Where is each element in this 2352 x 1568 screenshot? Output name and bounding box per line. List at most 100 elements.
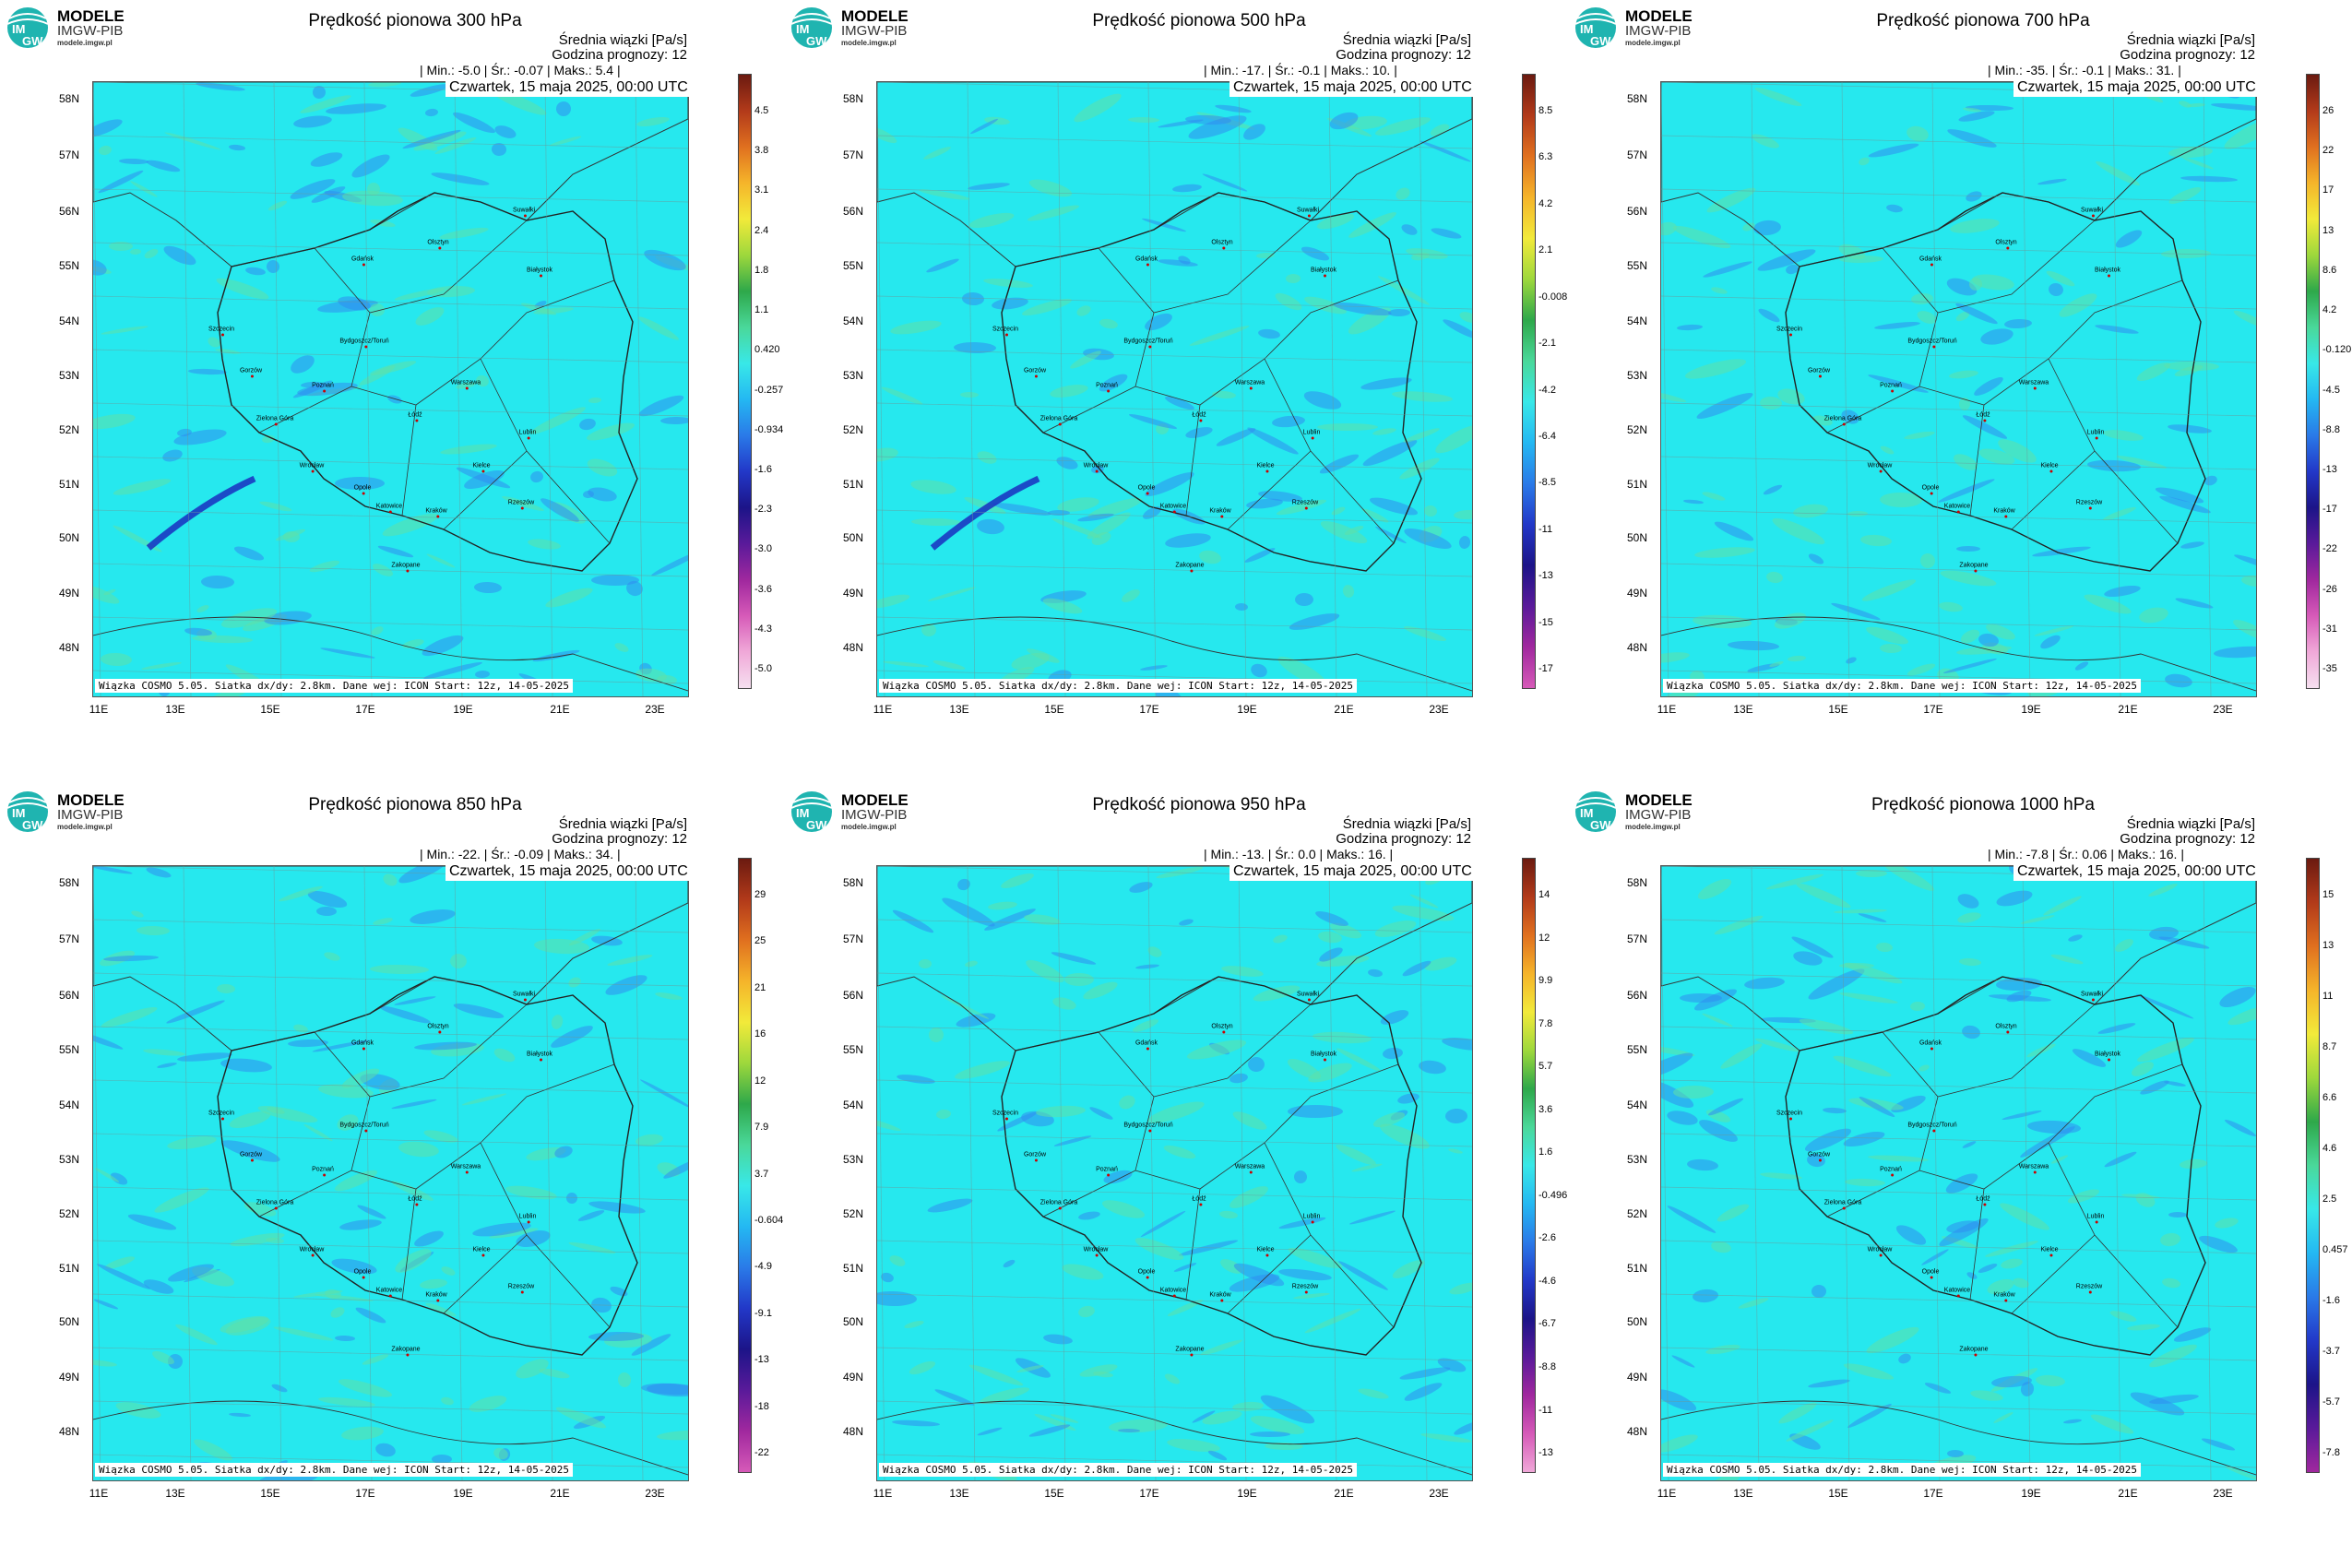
- lat-tick-label: 53N: [1627, 1153, 1648, 1166]
- colorbar-tick-label: -22: [754, 1447, 769, 1458]
- colorbar-tick-label: -13: [1538, 1447, 1553, 1458]
- brand-name: MODELE: [1625, 791, 1693, 809]
- city-label: Kraków: [1993, 507, 2015, 518]
- city-label: Wrocław: [299, 462, 325, 473]
- panel-title: Prędkość pionowa 850 hPa: [308, 795, 522, 814]
- stats-line: | Min.: -5.0 | Śr.: -0.07 | Maks.: 5.4 |: [420, 63, 621, 77]
- colorbar-tick-label: 2.5: [2322, 1194, 2337, 1205]
- city-label: Rzeszów: [507, 1283, 535, 1294]
- colorbar-tick-label: 2.4: [754, 224, 769, 236]
- city-label: Gdańsk: [1134, 255, 1158, 267]
- city-label: Rzeszów: [2075, 1283, 2103, 1294]
- panel-title: Prędkość pionowa 300 hPa: [308, 11, 522, 30]
- colorbar-tick-label: 22: [2322, 145, 2334, 157]
- city-label: Gorzów: [1023, 1151, 1047, 1162]
- colorbar-tick-label: -18: [754, 1400, 769, 1412]
- svg-text:IM: IM: [12, 806, 25, 820]
- forecast-hour: Godzina prognozy: 12: [1336, 831, 1471, 847]
- colorbar-tick-label: -8.8: [2322, 423, 2340, 435]
- lon-tick-label: 23E: [2213, 703, 2233, 716]
- lon-tick-label: 23E: [645, 1487, 665, 1500]
- lat-tick-label: 48N: [1627, 1425, 1648, 1438]
- lon-tick-label: 21E: [550, 703, 570, 716]
- model-footer: Wiązka COSMO 5.05. Siatka dx/dy: 2.8km. …: [879, 1463, 1357, 1477]
- colorbar-tick-label: 4.2: [2322, 304, 2337, 316]
- lat-tick-label: 54N: [843, 1099, 864, 1111]
- lon-tick-label: 15E: [1828, 703, 1848, 716]
- svg-text:IM: IM: [12, 22, 25, 36]
- forecast-hour: Godzina prognozy: 12: [2120, 831, 2255, 847]
- forecast-panel: IM GW MODELE IMGW-PIB modele.imgw.pl Prędkość…: [0, 0, 784, 784]
- city-label: Zielona Góra: [1823, 415, 1862, 426]
- colorbar-tick-label: -0.008: [1538, 291, 1568, 303]
- city-label: Lublin: [2086, 429, 2105, 440]
- lat-tick-label: 53N: [59, 1153, 80, 1166]
- forecast-panel: IM GW MODELE IMGW-PIB modele.imgw.pl Prędkość…: [1568, 784, 2352, 1568]
- panel-title: Prędkość pionowa 1000 hPa: [1871, 795, 2095, 814]
- lat-tick-label: 51N: [1627, 1262, 1648, 1275]
- colorbar-tick-label: 0.457: [2322, 1244, 2348, 1255]
- lon-tick-label: 23E: [1429, 1487, 1449, 1500]
- svg-text:GW: GW: [806, 34, 827, 48]
- city-label: Białystok: [2094, 1051, 2121, 1062]
- colorbar-tick-label: -2.6: [1538, 1232, 1556, 1244]
- lat-tick-label: 50N: [843, 1315, 864, 1328]
- lon-tick-label: 21E: [550, 1487, 570, 1500]
- lon-tick-label: 17E: [1139, 703, 1159, 716]
- city-label: Olsztyn: [427, 1023, 449, 1034]
- lat-tick-label: 48N: [843, 641, 864, 654]
- colorbar-tick-label: 3.1: [754, 184, 769, 196]
- lon-tick-label: 17E: [1923, 1487, 1943, 1500]
- city-label: Łódź: [1192, 411, 1206, 422]
- colorbar-tick-label: -5.0: [754, 663, 772, 674]
- colorbar-tick-label: 12: [754, 1075, 766, 1087]
- city-label: Szczecin: [208, 1110, 235, 1121]
- lon-tick-label: 13E: [949, 1487, 969, 1500]
- valid-date: Czwartek, 15 maja 2025, 00:00 UTC: [445, 862, 692, 881]
- colorbar-tick-label: 2.1: [1538, 244, 1553, 256]
- colorbar-tick-label: 8.6: [2322, 264, 2337, 276]
- city-label: Gorzów: [239, 1151, 263, 1162]
- lon-tick-label: 21E: [2118, 703, 2138, 716]
- city-label: Suwałki: [512, 991, 536, 1002]
- imgw-logo-icon: IM GW: [1572, 6, 1620, 50]
- colorbar-tick-label: 4.2: [1538, 197, 1553, 209]
- field-map: [92, 81, 689, 697]
- city-label: Lublin: [2086, 1213, 2105, 1224]
- city-label: Kielce: [472, 1246, 491, 1257]
- lat-tick-label: 56N: [843, 989, 864, 1002]
- colorbar-tick-label: -15: [1538, 616, 1553, 628]
- lon-tick-label: 17E: [355, 703, 375, 716]
- city-label: Białystok: [1310, 267, 1337, 278]
- field-map: [876, 865, 1473, 1481]
- colorbar-tick-label: -3.7: [2322, 1346, 2340, 1357]
- city-label: Szczecin: [208, 326, 235, 337]
- city-label: Olsztyn: [1995, 1023, 2017, 1034]
- lon-tick-label: 17E: [1139, 1487, 1159, 1500]
- model-footer: Wiązka COSMO 5.05. Siatka dx/dy: 2.8km. …: [1663, 1463, 2141, 1477]
- lon-tick-label: 11E: [873, 703, 893, 716]
- city-label: Kraków: [1209, 1291, 1231, 1302]
- lat-tick-label: 52N: [59, 423, 80, 436]
- city-label: Poznań: [1096, 382, 1118, 393]
- lon-tick-label: 21E: [2118, 1487, 2138, 1500]
- city-label: Warszawa: [2018, 1163, 2049, 1174]
- lat-tick-label: 52N: [1627, 423, 1648, 436]
- city-label: Opole: [1921, 1268, 1940, 1279]
- city-label: Suwałki: [2080, 991, 2104, 1002]
- lat-tick-label: 52N: [1627, 1207, 1648, 1220]
- city-label: Opole: [353, 484, 372, 495]
- colorbar-tick-label: 6.3: [1538, 151, 1553, 163]
- city-label: Wrocław: [1083, 1246, 1109, 1257]
- lat-tick-label: 55N: [59, 1043, 80, 1056]
- city-label: Rzeszów: [1291, 1283, 1319, 1294]
- lat-tick-label: 55N: [1627, 259, 1648, 272]
- lat-tick-label: 53N: [843, 369, 864, 382]
- colorbar: [1522, 74, 1536, 689]
- city-label: Rzeszów: [507, 499, 535, 510]
- city-label: Poznań: [312, 1166, 334, 1177]
- colorbar-tick-label: -7.8: [2322, 1447, 2340, 1458]
- colorbar-tick-label: -1.6: [754, 463, 772, 475]
- colorbar-tick-label: 5.7: [1538, 1061, 1553, 1073]
- brand-url: modele.imgw.pl: [841, 39, 897, 47]
